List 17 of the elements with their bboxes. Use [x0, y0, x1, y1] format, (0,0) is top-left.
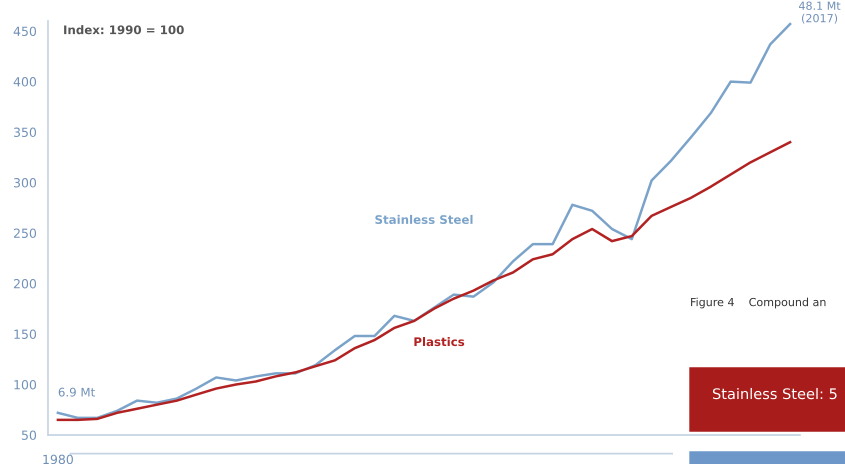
annotation: 6.9 Mt [58, 388, 95, 397]
annotation: Index: 1990 = 100 [64, 25, 184, 34]
y-tick-label: 400 [14, 77, 36, 87]
annotation: 48.1 Mt (2017) [798, 2, 840, 24]
annotation: Figure 4 Compound an [691, 298, 826, 308]
y-tick-label: 50 [22, 430, 36, 440]
y-tick-label: 100 [14, 380, 36, 390]
y-tick-label: 150 [14, 329, 36, 339]
y-tick-label: 300 [14, 178, 36, 188]
text: Stainless Steel [375, 214, 472, 224]
y-tick-label: 350 [14, 128, 36, 137]
y-tick-label: 200 [14, 279, 36, 288]
annotation: Stainless Steel: 5 [712, 388, 837, 400]
series-label: Plastics [414, 337, 464, 346]
y-tick-label: 250 [14, 228, 36, 238]
x-tick-label: 1980 [43, 454, 73, 464]
y-tick-label: 450 [14, 26, 36, 36]
